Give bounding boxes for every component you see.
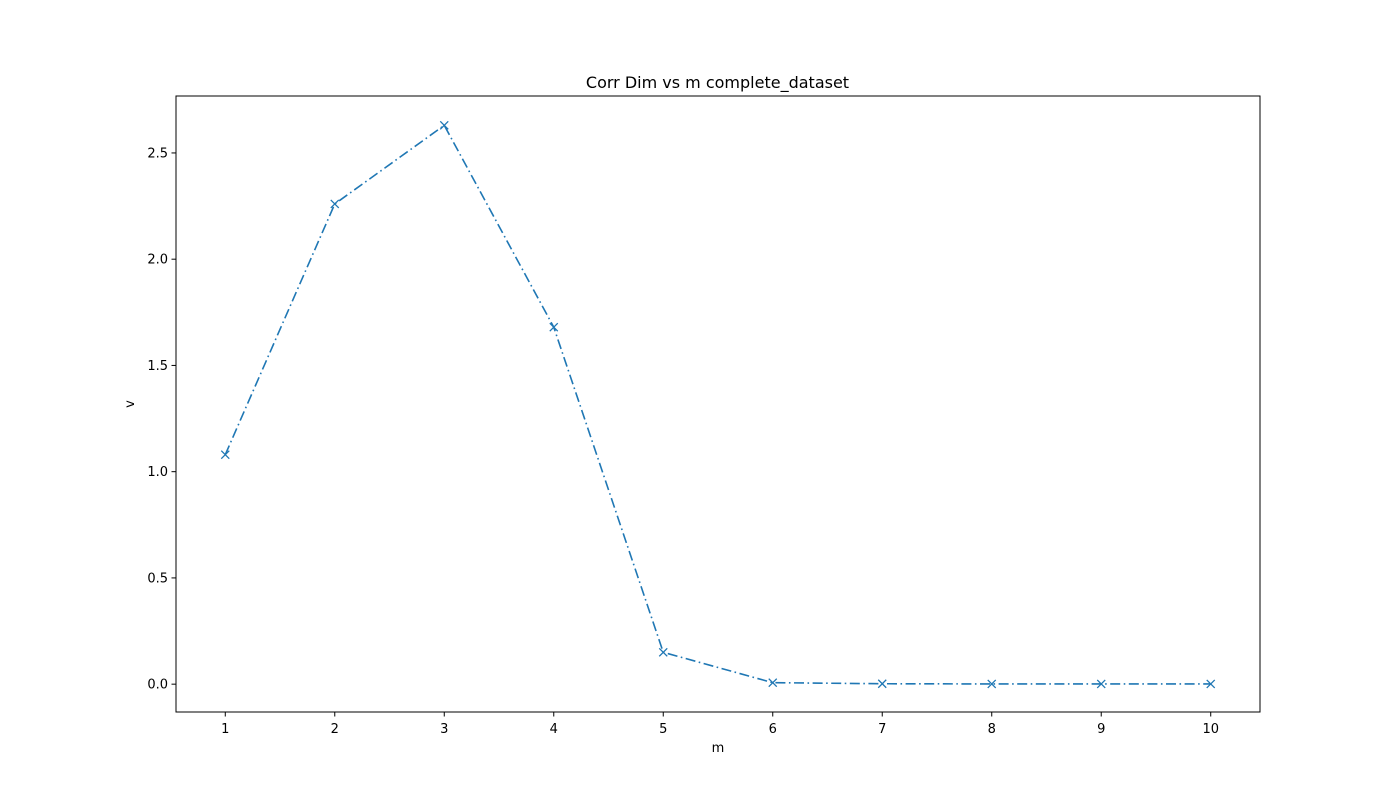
x-ticks: 1 2 3 4 5 6 7 8 9 10 [221, 712, 1219, 737]
data-point-marker [1096, 679, 1106, 689]
plot-frame [175, 95, 1261, 713]
x-tick-label: 1 [221, 722, 229, 737]
data-point-marker [768, 678, 778, 688]
y-tick-label: 2.5 [147, 146, 168, 161]
series-line [224, 124, 1211, 685]
data-point-marker [439, 120, 449, 130]
x-tick-label: 2 [331, 722, 339, 737]
y-ticks: 0.0 0.5 1.0 1.5 2.0 2.5 [147, 146, 176, 693]
x-tick-label: 3 [440, 722, 448, 737]
x-tick-label: 9 [1097, 722, 1105, 737]
y-tick-label: 2.0 [147, 253, 168, 268]
x-tick-label: 6 [769, 722, 777, 737]
data-point-marker [330, 199, 340, 209]
chart-title: Corr Dim vs m complete_dataset [586, 73, 849, 93]
x-tick-label: 7 [878, 722, 886, 737]
y-tick-label: 0.5 [147, 571, 168, 586]
y-axis-label: v [123, 400, 138, 408]
data-point-marker [987, 679, 997, 689]
x-tick-label: 8 [988, 722, 996, 737]
series-group [220, 120, 1216, 689]
data-point-marker [220, 450, 230, 460]
data-point-marker [877, 679, 887, 689]
data-point-marker [549, 322, 559, 332]
x-axis-label: m [712, 741, 725, 756]
y-tick-label: 1.5 [147, 359, 168, 374]
y-tick-label: 1.0 [147, 465, 168, 480]
y-tick-label: 0.0 [147, 678, 168, 693]
data-point-marker [658, 647, 668, 657]
x-tick-label: 5 [659, 722, 667, 737]
data-point-marker [1206, 679, 1216, 689]
x-tick-label: 10 [1202, 722, 1219, 737]
x-tick-label: 4 [550, 722, 558, 737]
